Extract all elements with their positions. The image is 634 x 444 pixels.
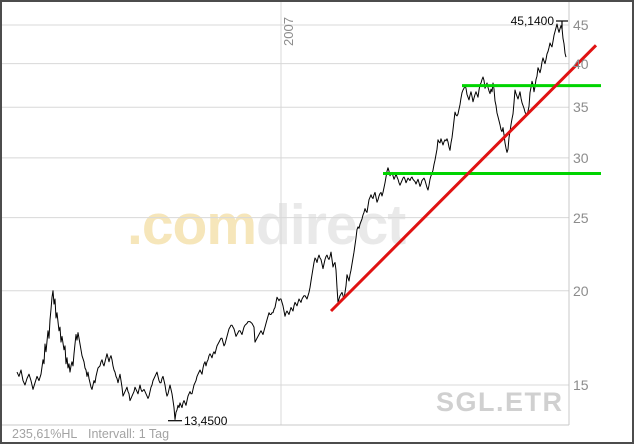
price-line [16,23,567,420]
symbol-watermark: SGL.ETR [436,387,564,417]
watermark-com-text: .com [127,193,257,257]
trendline [329,44,598,313]
